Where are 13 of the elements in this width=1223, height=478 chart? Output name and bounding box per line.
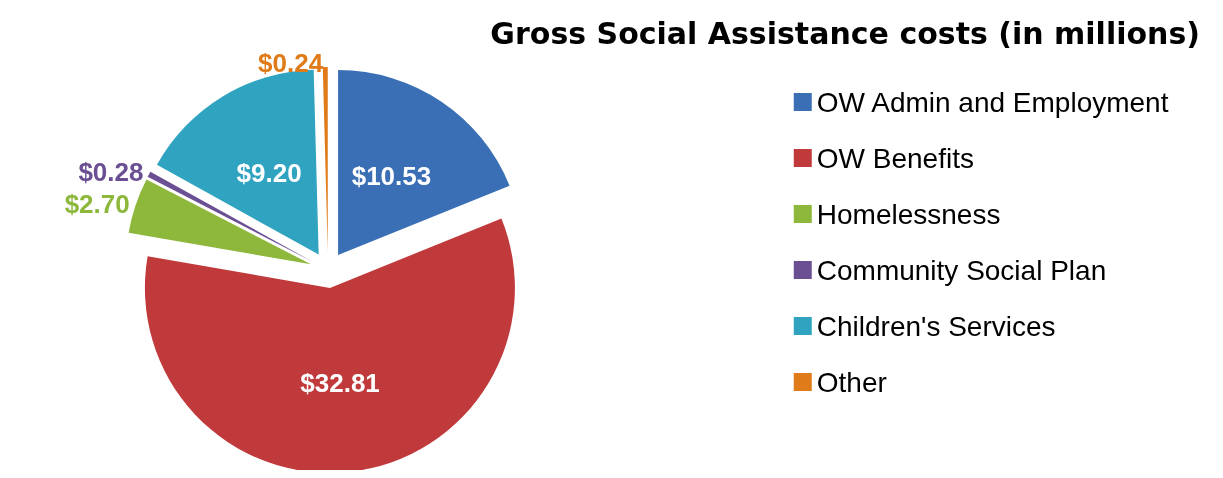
legend-label: Community Social Plan — [816, 254, 1107, 286]
data-label: $2.70 — [64, 189, 130, 220]
legend-label: Homelessness — [816, 198, 1001, 230]
data-label: $9.20 — [236, 157, 302, 188]
legend-label: OW Admin and Employment — [816, 86, 1169, 118]
legend-label: OW Benefits — [816, 142, 974, 174]
data-label: $0.24 — [258, 48, 324, 79]
chart-title: Gross Social Assistance costs (in millions) — [490, 15, 1201, 51]
legend-label: Children's Services — [816, 310, 1056, 342]
data-label: $10.53 — [351, 160, 432, 191]
legend-label: Other — [816, 366, 887, 398]
data-label: $0.28 — [78, 157, 144, 188]
data-label: $32.81 — [300, 367, 380, 398]
